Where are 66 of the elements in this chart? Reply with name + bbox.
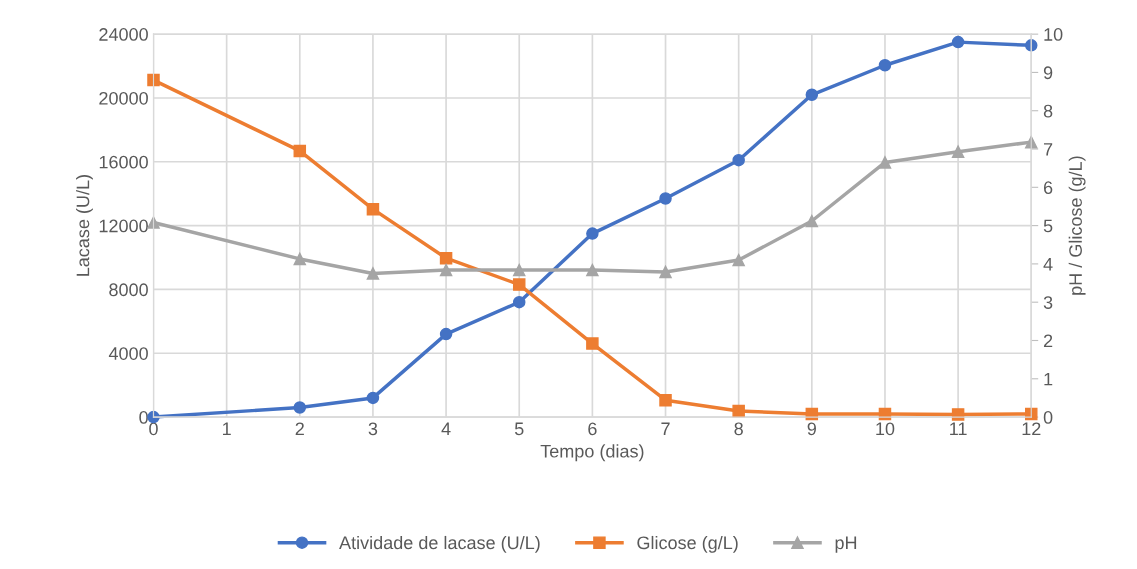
point bbox=[512, 263, 526, 277]
point bbox=[878, 156, 892, 169]
y-tick-label: 4000 bbox=[108, 347, 148, 360]
y-tick-label: 16000 bbox=[99, 155, 148, 169]
point bbox=[293, 252, 307, 266]
point bbox=[293, 144, 307, 158]
x-tick-label: 3 bbox=[368, 422, 378, 436]
x-tick-label: 0 bbox=[149, 422, 158, 436]
point bbox=[366, 391, 380, 405]
point bbox=[659, 393, 672, 407]
y-tick-label: 12000 bbox=[99, 219, 148, 233]
y-tick-label: 0 bbox=[139, 411, 148, 424]
x-tick-label: 1 bbox=[223, 422, 231, 436]
y-tick-label: 20000 bbox=[99, 91, 148, 105]
x-tick-label: 10 bbox=[876, 422, 895, 436]
point bbox=[147, 216, 160, 229]
y2-tick-label: 2 bbox=[1043, 334, 1053, 348]
y-tick-label: 8000 bbox=[109, 283, 148, 297]
point bbox=[732, 153, 745, 167]
point bbox=[805, 88, 819, 102]
y2-axis-title: pH / Glicose (g/L) bbox=[1068, 156, 1086, 295]
point bbox=[366, 202, 380, 216]
point bbox=[586, 227, 599, 240]
legend-label: Glicose (g/L) bbox=[637, 535, 738, 553]
point bbox=[878, 59, 892, 72]
x-tick-label: 8 bbox=[734, 422, 743, 436]
x-tick-label: 5 bbox=[514, 422, 524, 436]
x-tick-label: 4 bbox=[441, 422, 451, 436]
point bbox=[951, 145, 965, 158]
x-tick-label: 12 bbox=[1022, 422, 1041, 436]
y2-tick-label: 6 bbox=[1043, 181, 1053, 195]
y2-tick-label: 3 bbox=[1043, 296, 1053, 309]
point bbox=[732, 253, 745, 267]
y-axis-title: Lacase (U/L) bbox=[76, 175, 93, 276]
point bbox=[366, 267, 380, 280]
x-tick-label: 11 bbox=[950, 422, 967, 436]
point bbox=[732, 404, 745, 418]
x-tick-label: 9 bbox=[807, 422, 816, 436]
y2-tick-label: 1 bbox=[1044, 372, 1053, 386]
point bbox=[512, 278, 526, 291]
y2-tick-label: 4 bbox=[1043, 258, 1053, 271]
point bbox=[147, 73, 160, 87]
y2-tick-label: 10 bbox=[1044, 28, 1063, 41]
y2-tick-label: 7 bbox=[1043, 143, 1053, 156]
legend-label: Atividade de lacase (U/L) bbox=[339, 535, 540, 553]
y-tick-label: 24000 bbox=[99, 28, 148, 41]
y2-tick-label: 0 bbox=[1043, 411, 1053, 424]
legend-label: pH bbox=[835, 536, 857, 553]
x-tick-label: 2 bbox=[295, 422, 304, 436]
x-axis-title: Tempo (dias) bbox=[540, 444, 644, 462]
point bbox=[439, 327, 453, 341]
point bbox=[659, 265, 672, 279]
point bbox=[439, 251, 453, 265]
x-tick-label: 7 bbox=[661, 422, 670, 436]
point bbox=[951, 35, 965, 49]
point bbox=[805, 214, 819, 228]
y2-tick-label: 5 bbox=[1043, 219, 1053, 233]
point bbox=[512, 295, 526, 309]
point bbox=[659, 192, 672, 205]
point bbox=[586, 337, 599, 350]
point bbox=[293, 401, 307, 414]
y2-tick-label: 9 bbox=[1043, 66, 1053, 80]
point bbox=[439, 263, 453, 277]
x-tick-label: 6 bbox=[588, 422, 597, 436]
point bbox=[586, 263, 599, 277]
y2-tick-label: 8 bbox=[1043, 104, 1053, 118]
